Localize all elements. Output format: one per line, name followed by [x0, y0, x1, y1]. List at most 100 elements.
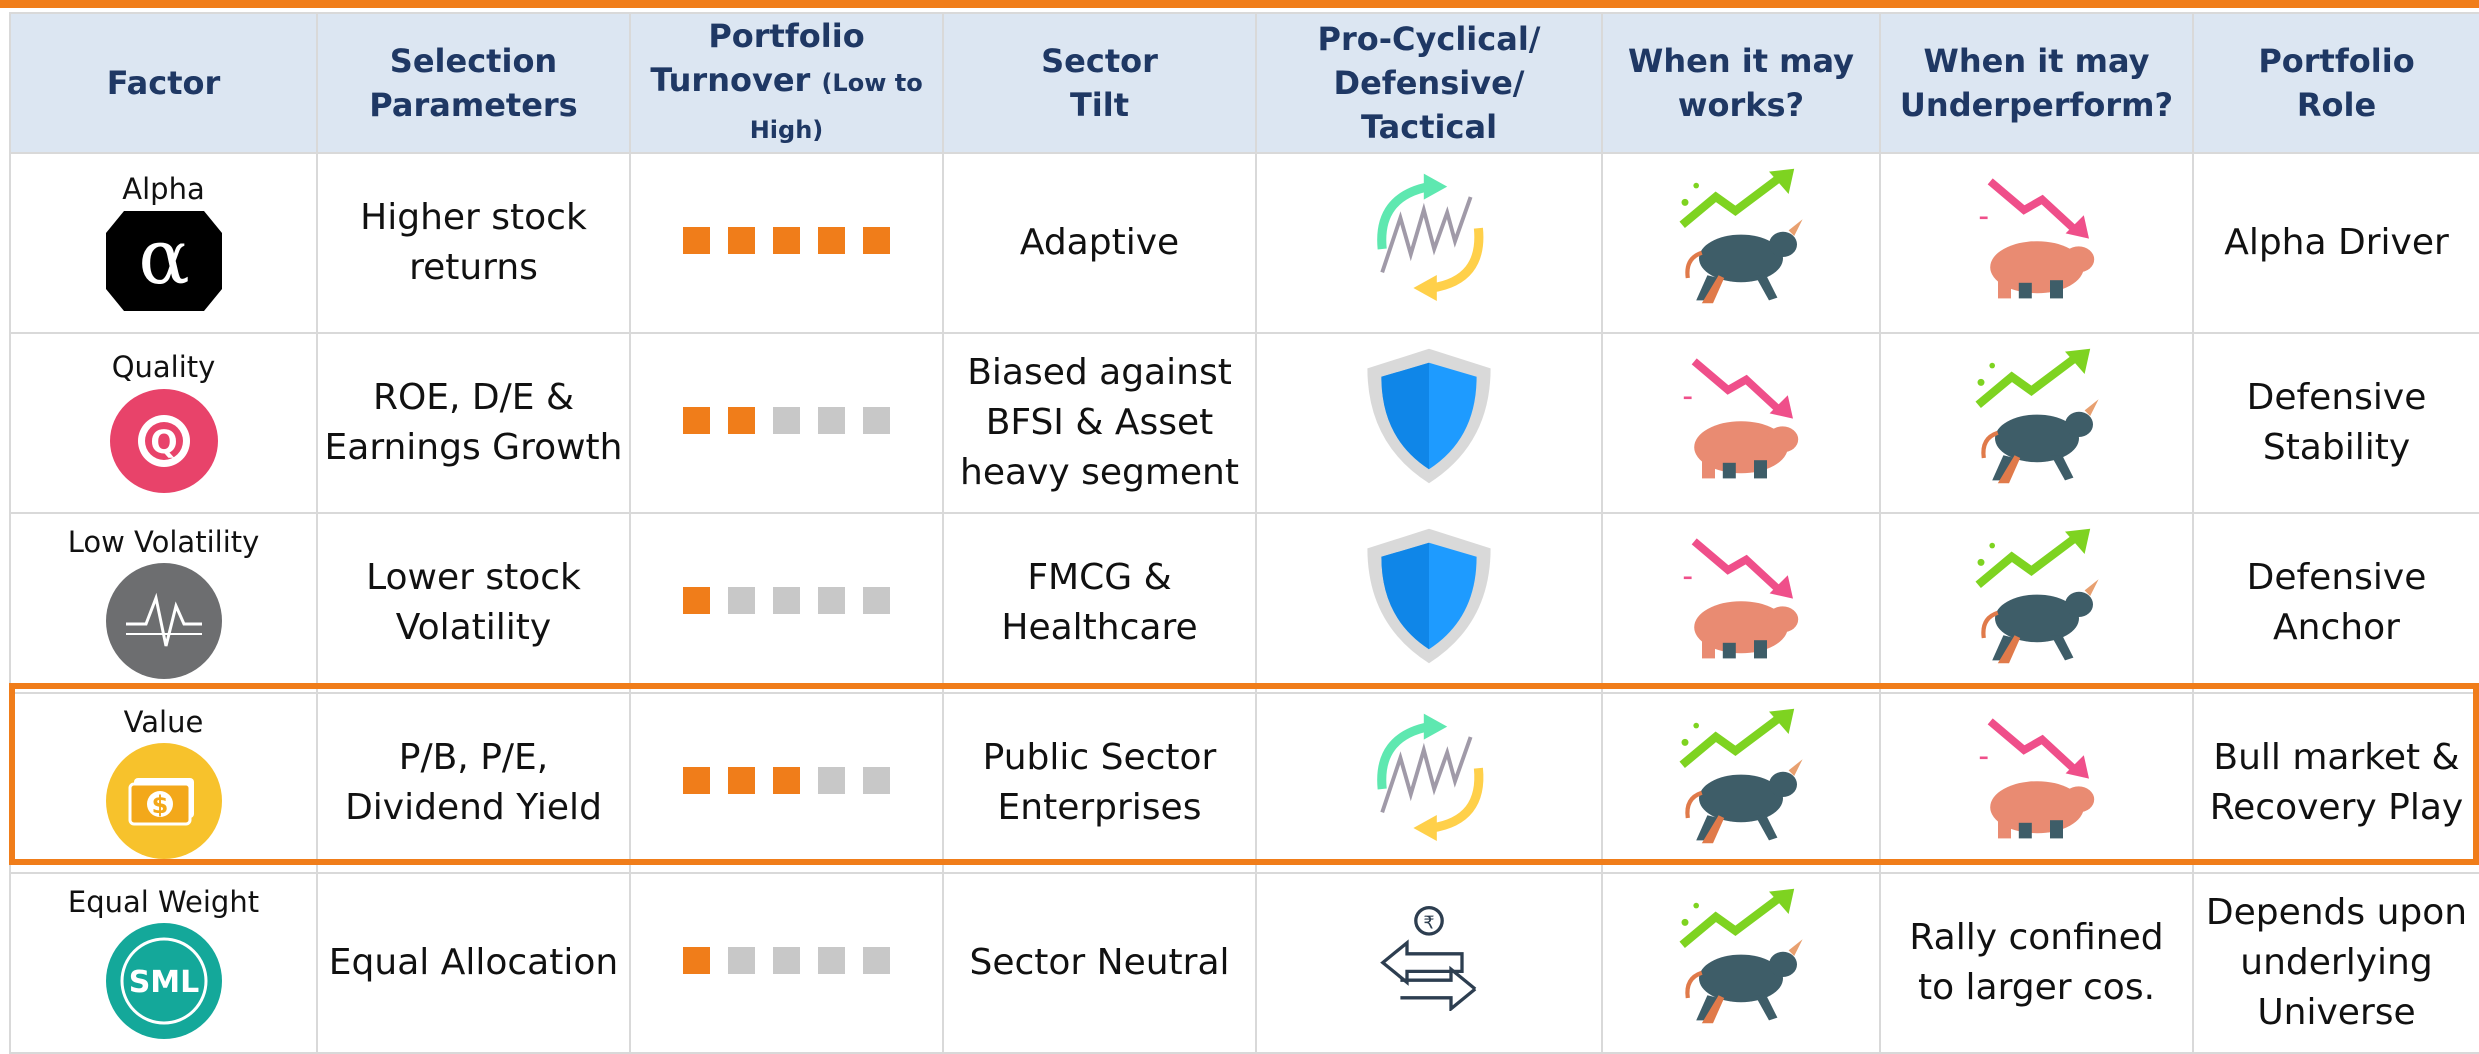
sector-tilt-cell: Public Sector Enterprises [942, 692, 1257, 874]
selection-cell: Equal Allocation [316, 872, 631, 1054]
turnover-square-empty [863, 587, 890, 614]
header-note: (Low to High) [749, 69, 923, 144]
table-row: Low Volatility Lower stock Volatility FM… [9, 512, 2479, 694]
turnover-cell [629, 152, 944, 334]
nature-cell [1255, 152, 1603, 334]
bull-icon [1671, 886, 1811, 1026]
sector-tilt-cell: Biased against BFSI & Asset heavy segmen… [942, 332, 1257, 514]
header-cell: Sector Tilt [942, 12, 1257, 154]
turnover-square-filled [683, 587, 710, 614]
turnover-square-filled [773, 227, 800, 254]
bear-icon [1972, 166, 2102, 306]
works-cell [1601, 872, 1881, 1054]
table-row: Alpha α Higher stock returns Adaptive Al… [9, 152, 2479, 334]
header-cell: Selection Parameters [316, 12, 631, 154]
turnover-square-filled [773, 767, 800, 794]
turnover-square-filled [818, 227, 845, 254]
header-cell: Portfolio Turnover (Low to High) [629, 12, 944, 154]
shield-icon [1359, 521, 1499, 671]
turnover-square-filled [728, 407, 755, 434]
table-row: Equal Weight SML Equal Allocation Sector… [9, 872, 2479, 1054]
nature-cell [1255, 692, 1603, 874]
icon-glyph: $ [151, 791, 168, 819]
role-cell: Depends upon underlying Universe [2192, 872, 2479, 1054]
underperform-cell [1879, 152, 2194, 334]
turnover-square-filled [728, 767, 755, 794]
bull-icon [1671, 706, 1811, 846]
works-cell [1601, 152, 1881, 334]
factor-icon: α [105, 211, 222, 311]
turnover-square-empty [728, 947, 755, 974]
turnover-cell [629, 872, 944, 1054]
turnover-square-filled [683, 407, 710, 434]
factor-icon: Q [109, 389, 218, 493]
turnover-square-empty [863, 947, 890, 974]
turnover-square-empty [818, 767, 845, 794]
factor-name: Low Volatility [67, 525, 260, 559]
selection-cell: ROE, D/E & Earnings Growth [316, 332, 631, 514]
turnover-square-empty [818, 947, 845, 974]
bear-icon [1972, 706, 2102, 846]
turnover-cell [629, 512, 944, 694]
role-cell: Defensive Stability [2192, 332, 2479, 514]
sector-tilt-cell: Adaptive [942, 152, 1257, 334]
header-cell: Portfolio Role [2192, 12, 2479, 154]
role-cell: Alpha Driver [2192, 152, 2479, 334]
shield-icon [1359, 341, 1499, 491]
cyclical-icon [1364, 711, 1494, 841]
bear-icon [1676, 346, 1806, 486]
works-cell [1601, 512, 1881, 694]
selection-cell: P/B, P/E, Dividend Yield [316, 692, 631, 874]
nature-cell [1255, 512, 1603, 694]
header-cell: Factor [9, 12, 318, 154]
selection-cell: Higher stock returns [316, 152, 631, 334]
header-cell: When it may works? [1601, 12, 1881, 154]
works-cell [1601, 692, 1881, 874]
turnover-square-empty [863, 767, 890, 794]
header-text: Portfolio Turnover [650, 17, 865, 99]
factor-cell: Equal Weight SML [9, 872, 318, 1054]
bear-icon [1676, 526, 1806, 666]
turnover-square-filled [683, 227, 710, 254]
factor-name: Quality [111, 350, 216, 384]
sector-tilt-cell: Sector Neutral [942, 872, 1257, 1054]
turnover-square-empty [728, 587, 755, 614]
factor-cell: Quality Q [9, 332, 318, 514]
factor-name: Value [123, 705, 204, 739]
cyclical-icon [1364, 171, 1494, 301]
factor-cell: Value $ [9, 692, 318, 874]
factor-icon: $ [105, 743, 222, 859]
header-row: Factor Selection Parameters Portfolio Tu… [9, 12, 2479, 154]
factor-cell: Alpha α [9, 152, 318, 334]
nature-cell [1255, 332, 1603, 514]
factor-table: Factor Selection Parameters Portfolio Tu… [9, 12, 2479, 1054]
sector-tilt-cell: FMCG & Healthcare [942, 512, 1257, 694]
selection-cell: Lower stock Volatility [316, 512, 631, 694]
turnover-square-empty [818, 587, 845, 614]
turnover-square-filled [728, 227, 755, 254]
factor-name: Alpha [122, 172, 205, 206]
turnover-square-filled [683, 767, 710, 794]
turnover-square-empty [773, 947, 800, 974]
turnover-square-empty [773, 587, 800, 614]
factor-cell: Low Volatility [9, 512, 318, 694]
turnover-cell [629, 692, 944, 874]
icon-glyph: SML [128, 965, 199, 1000]
factor-icon: SML [105, 923, 222, 1039]
tactical-icon: ₹ [1369, 901, 1489, 1011]
turnover-square-filled [683, 947, 710, 974]
bull-icon [1671, 166, 1811, 306]
turnover-square-empty [773, 407, 800, 434]
bull-icon [1967, 346, 2107, 486]
icon-glyph: α [138, 212, 189, 301]
underperform-cell [1879, 692, 2194, 874]
works-cell [1601, 332, 1881, 514]
table-row: Quality Q ROE, D/E & Earnings Growth Bia… [9, 332, 2479, 514]
underperform-cell [1879, 332, 2194, 514]
turnover-square-filled [863, 227, 890, 254]
role-cell: Defensive Anchor [2192, 512, 2479, 694]
top-bar [0, 0, 2479, 8]
icon-glyph: ₹ [1423, 914, 1434, 934]
table-row: Value $ P/B, P/E, Dividend Yield Public … [9, 692, 2479, 874]
turnover-cell [629, 332, 944, 514]
